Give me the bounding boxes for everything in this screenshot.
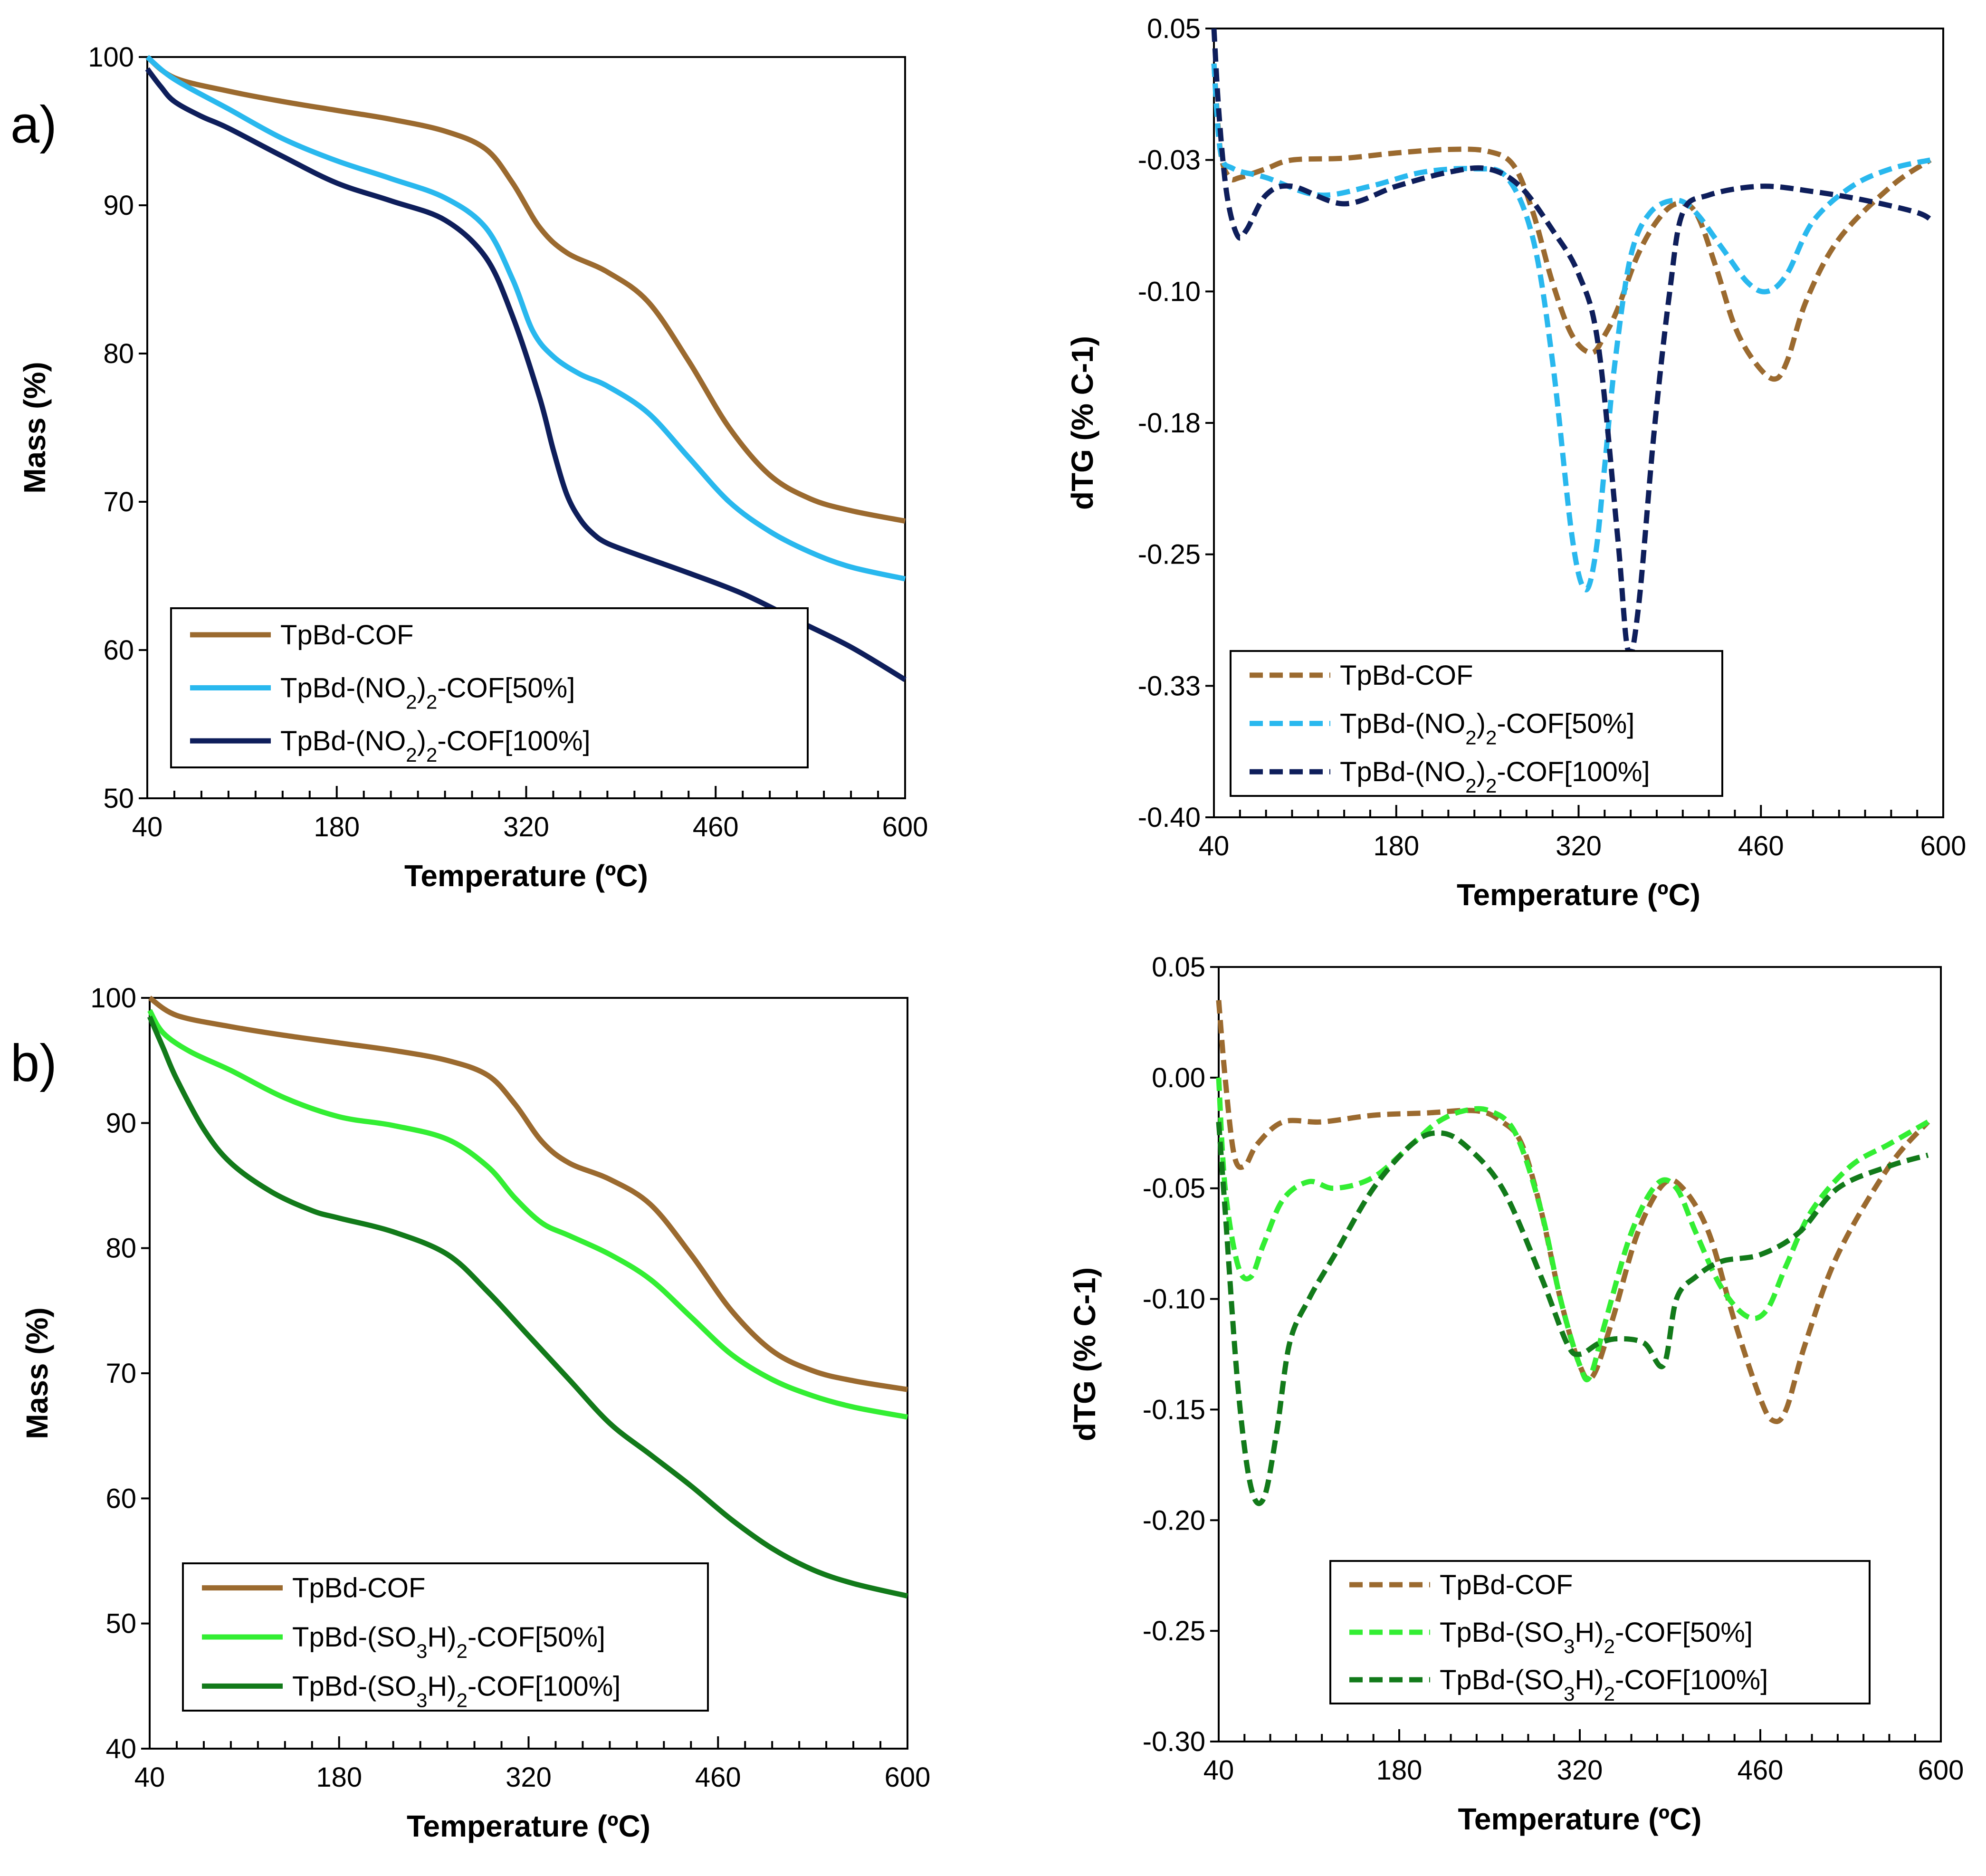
y-tick-label: 100	[88, 42, 134, 73]
y-axis-label: dTG (% C-1)	[1065, 336, 1099, 510]
x-tick-label: 600	[882, 812, 928, 842]
x-axis-label: Temperature (ºC)	[407, 1809, 650, 1843]
y-tick-label: 70	[105, 1358, 136, 1389]
series-line-1	[1211, 63, 1931, 593]
panel-label-b: b)	[10, 1034, 57, 1092]
series-line-2	[147, 1015, 908, 1599]
chart-a_tg: 40 180 320 460 600 50 60 70 80 90 100 Temperature (…	[18, 42, 928, 893]
y-tick-label: -0.40	[1138, 802, 1201, 833]
x-tick-label: 460	[695, 1762, 741, 1793]
y-axis-label: Mass (%)	[20, 1307, 54, 1439]
y-tick-label: 100	[90, 983, 136, 1014]
y-axis-label: Mass (%)	[18, 362, 52, 493]
legend-entry: TpBd-COF	[1440, 1570, 1573, 1600]
chart-b_tg: 40 180 320 460 600 40 50 60 70 80 90 100 Temperature…	[20, 983, 930, 1843]
series-line-0	[145, 55, 906, 524]
x-tick-label: 180	[1376, 1755, 1423, 1786]
legend: TpBd-COFTpBd-(NO2)2-COF[50%]TpBd-(NO2)2-…	[170, 607, 809, 768]
x-tick-label: 460	[1738, 1755, 1784, 1786]
y-tick-label: 60	[105, 1483, 136, 1514]
series-line-0	[148, 995, 908, 1392]
x-tick-label: 600	[885, 1762, 931, 1793]
y-tick-label: -0.10	[1138, 276, 1201, 307]
x-tick-label: 460	[693, 812, 739, 842]
x-tick-label: 40	[1199, 831, 1230, 861]
y-tick-label: -0.33	[1138, 670, 1201, 701]
y-tick-label: -0.15	[1143, 1394, 1205, 1425]
series-line-1	[145, 55, 906, 582]
x-tick-label: 320	[1557, 1755, 1603, 1786]
x-axis-label: Temperature (ºC)	[1458, 1802, 1702, 1836]
x-tick-label: 180	[1373, 831, 1419, 861]
y-tick-label: 90	[103, 190, 134, 221]
x-tick-label: 320	[503, 812, 549, 842]
y-tick-label: -0.30	[1143, 1726, 1205, 1757]
legend: TpBd-COFTpBd-(SO3H)2-COF[50%]TpBd-(SO3H)…	[1329, 1560, 1871, 1705]
y-axis-label: dTG (% C-1)	[1068, 1267, 1102, 1441]
charts-layer: 40 180 320 460 600 50 60 70 80 90 100 Temperature (…	[18, 13, 1966, 1843]
series-line-1	[1216, 1077, 1929, 1382]
legend-entry: TpBd-COF	[292, 1573, 425, 1604]
series-line-1	[147, 1009, 908, 1420]
chart-a_dtg: 40 180 320 460 600 -0.40 -0.33 -0.25 -0.18 -0.10 -…	[1065, 13, 1966, 912]
x-tick-label: 320	[506, 1762, 552, 1793]
y-tick-label: -0.18	[1138, 408, 1201, 439]
x-tick-label: 180	[316, 1762, 362, 1793]
y-tick-label: 50	[103, 783, 134, 814]
y-tick-label: 50	[105, 1608, 136, 1639]
x-tick-label: 320	[1556, 831, 1602, 861]
series-line-2	[1216, 1121, 1929, 1506]
y-tick-label: -0.20	[1143, 1505, 1205, 1536]
series-line-0	[1216, 1000, 1930, 1425]
y-tick-label: 80	[105, 1233, 136, 1264]
y-tick-label: -0.05	[1143, 1173, 1205, 1204]
series-line-0	[1211, 63, 1932, 382]
x-tick-label: 460	[1738, 831, 1784, 861]
x-axis-label: Temperature (ºC)	[1457, 878, 1700, 912]
y-tick-label: 40	[105, 1733, 136, 1764]
legend-entry: TpBd-COF	[1340, 660, 1473, 691]
series-line-2	[1211, 28, 1935, 657]
y-tick-label: 0.05	[1147, 13, 1201, 44]
x-axis-label: Temperature (ºC)	[404, 859, 648, 893]
y-tick-label: 90	[105, 1108, 136, 1139]
x-tick-label: 600	[1918, 1755, 1964, 1786]
chart-b_dtg: 40 180 320 460 600 -0.30 -0.25 -0.20 -0.15 -0.10 -…	[1068, 952, 1964, 1836]
y-tick-label: 0.05	[1152, 952, 1205, 983]
y-tick-label: 70	[103, 487, 134, 517]
legend: TpBd-COFTpBd-(NO2)2-COF[50%]TpBd-(NO2)2-…	[1230, 650, 1723, 797]
y-tick-label: -0.10	[1143, 1284, 1205, 1315]
y-tick-label: 0.00	[1152, 1062, 1205, 1093]
x-tick-label: 40	[134, 1762, 165, 1793]
y-tick-label: -0.25	[1143, 1616, 1205, 1646]
x-tick-label: 40	[1203, 1755, 1234, 1786]
x-tick-label: 180	[314, 812, 360, 842]
x-tick-label: 600	[1920, 831, 1967, 861]
legend: TpBd-COFTpBd-(SO3H)2-COF[50%]TpBd-(SO3H)…	[182, 1562, 709, 1712]
legend-box	[170, 607, 809, 768]
y-tick-label: 60	[103, 635, 134, 666]
panel-label-a: a)	[10, 96, 57, 154]
y-tick-label: -0.25	[1138, 539, 1201, 570]
y-tick-label: -0.03	[1138, 145, 1201, 176]
legend-entry: TpBd-COF	[280, 620, 413, 651]
y-tick-label: 80	[103, 338, 134, 369]
series-line-2	[145, 67, 907, 682]
x-tick-label: 40	[132, 812, 163, 842]
